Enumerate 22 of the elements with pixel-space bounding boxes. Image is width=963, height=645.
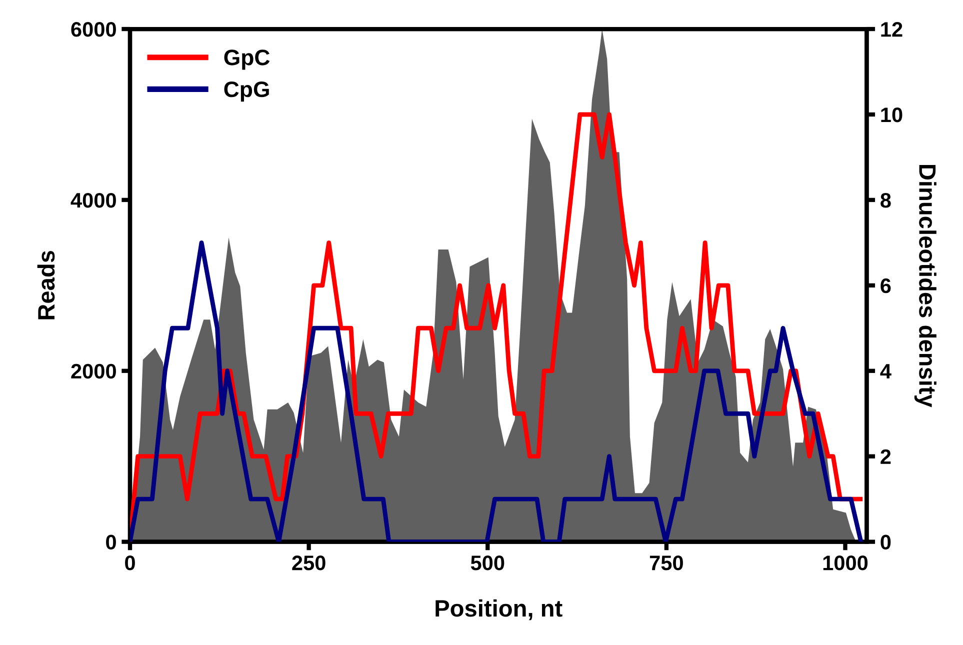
y2-tick-label: 4 bbox=[880, 364, 892, 378]
y2-tick-label: 10 bbox=[881, 107, 902, 122]
line-series bbox=[130, 240, 864, 542]
x-tick-label: 250 bbox=[292, 556, 326, 570]
y-tick-label: 2000 bbox=[71, 364, 116, 379]
legend-label: GpC bbox=[224, 50, 270, 70]
x-axis-title: Position, nt bbox=[436, 599, 562, 620]
x-tick-label: 0 bbox=[125, 556, 135, 570]
y2-tick-label: 8 bbox=[880, 192, 891, 208]
legend-label: CpG bbox=[224, 81, 269, 102]
y-tick-label: 4000 bbox=[70, 192, 116, 208]
y2-tick-label: 6 bbox=[880, 278, 891, 294]
y-tick-label: 6000 bbox=[71, 22, 116, 37]
y2-tick-label: 0 bbox=[880, 534, 891, 550]
y-tick-label: 0 bbox=[106, 534, 116, 550]
y-axis-title: Reads bbox=[37, 250, 55, 320]
y2-tick-label: 12 bbox=[881, 22, 902, 37]
x-tick-label: 500 bbox=[470, 556, 504, 570]
y2-tick-label: 2 bbox=[880, 449, 891, 464]
x-tick-label: 750 bbox=[650, 556, 683, 570]
x-tick-label: 1000 bbox=[823, 556, 868, 570]
y2-axis-title: Dinucleotides density bbox=[914, 164, 936, 408]
